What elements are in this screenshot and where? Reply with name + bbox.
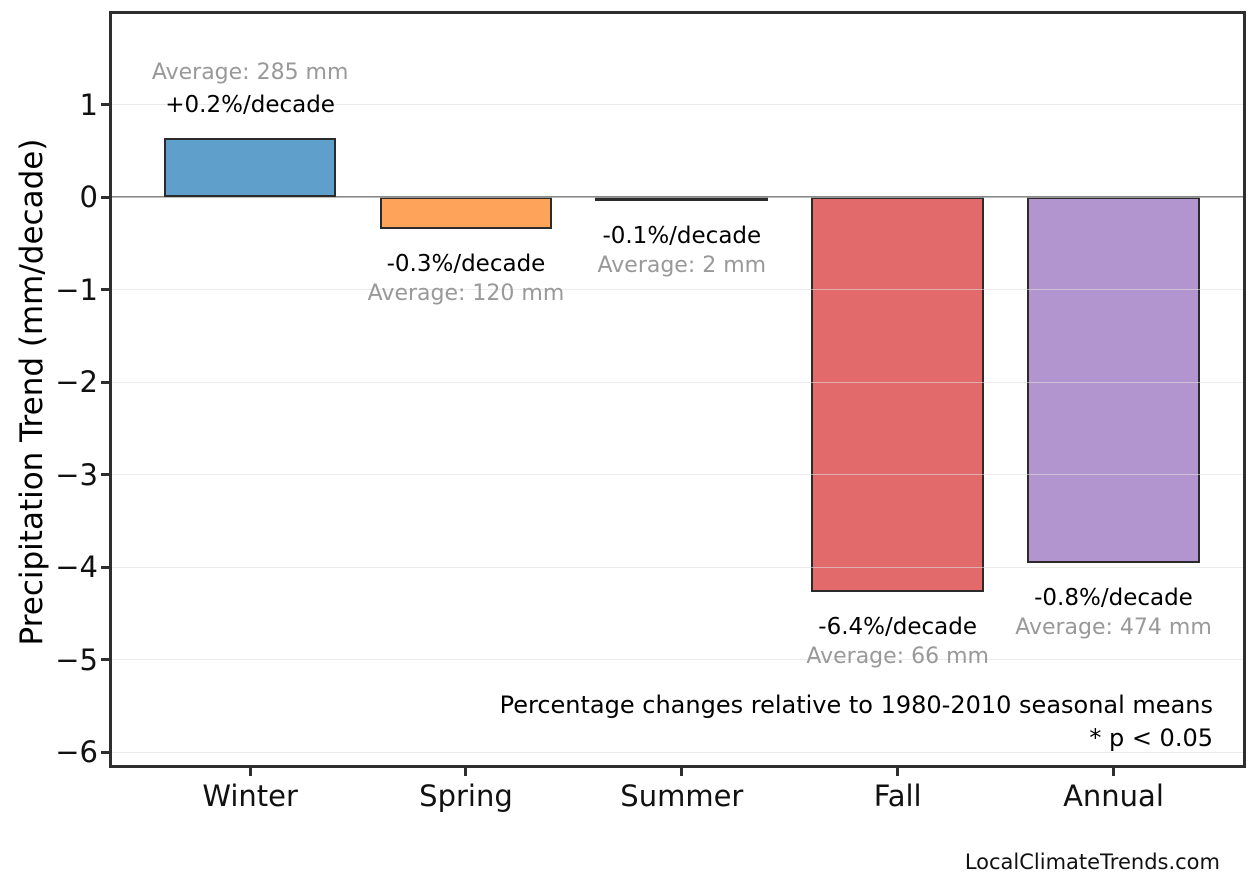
bar-winter: [163, 137, 337, 198]
y-tick-label: −6: [55, 735, 98, 770]
bar-spring: [379, 197, 553, 230]
gridline: [112, 381, 1243, 383]
bar-pct-label: -6.4%/decade: [818, 614, 978, 641]
bar-avg-label: Average: 66 mm: [806, 644, 989, 670]
gridline: [112, 474, 1243, 476]
gridline: [112, 566, 1243, 568]
annotation-note: Percentage changes relative to 1980-2010…: [500, 689, 1213, 755]
bar-annual: [1027, 197, 1200, 564]
bar-avg-label: Average: 474 mm: [1015, 615, 1212, 641]
gridline: [112, 659, 1243, 661]
y-tick-label: −4: [55, 550, 98, 585]
x-tick-label: Spring: [419, 779, 513, 813]
watermark: LocalClimateTrends.com: [964, 850, 1220, 874]
x-tick-label: Summer: [620, 779, 744, 813]
y-axis-tick: [101, 288, 109, 292]
y-axis-tick: [101, 195, 109, 199]
y-tick-label: −3: [55, 457, 98, 492]
bar-avg-label: Average: 2 mm: [597, 253, 767, 279]
bar-pct-label: -0.8%/decade: [1034, 585, 1193, 612]
y-tick-label: 1: [79, 87, 98, 122]
x-axis-tick: [896, 768, 900, 776]
bar-pct-label: +0.2%/decade: [165, 91, 335, 118]
y-tick-label: −5: [55, 642, 98, 677]
y-axis-tick: [101, 565, 109, 569]
x-tick-label: Fall: [873, 779, 922, 813]
bar-avg-label: Average: 120 mm: [367, 281, 565, 307]
annotation-line-2: * p < 0.05: [1089, 724, 1213, 752]
bar-pct-label: -0.3%/decade: [386, 251, 546, 278]
gridline: [112, 289, 1243, 291]
x-axis-tick: [680, 768, 684, 776]
y-axis-tick: [101, 103, 109, 107]
plot-area: [109, 11, 1246, 768]
y-tick-label: −2: [55, 365, 98, 400]
bar-summer: [595, 197, 769, 202]
x-axis-tick: [464, 768, 468, 776]
y-axis-tick: [101, 380, 109, 384]
gridline: [112, 104, 1243, 106]
x-tick-label: Annual: [1063, 779, 1164, 813]
bar-fall: [811, 197, 984, 593]
bar-pct-label: -0.1%/decade: [602, 223, 762, 250]
y-axis-tick: [101, 473, 109, 477]
x-axis-tick: [1111, 768, 1115, 776]
bar-avg-label: Average: 285 mm: [151, 59, 349, 85]
y-axis-tick: [101, 658, 109, 662]
x-tick-label: Winter: [202, 779, 298, 813]
gridline: [112, 751, 1243, 753]
gridline: [112, 196, 1243, 198]
x-axis-tick: [248, 768, 252, 776]
annotation-line-1: Percentage changes relative to 1980-2010…: [499, 691, 1213, 719]
y-tick-label: −1: [55, 272, 98, 307]
y-axis-tick: [101, 750, 109, 754]
y-tick-label: 0: [79, 180, 98, 215]
